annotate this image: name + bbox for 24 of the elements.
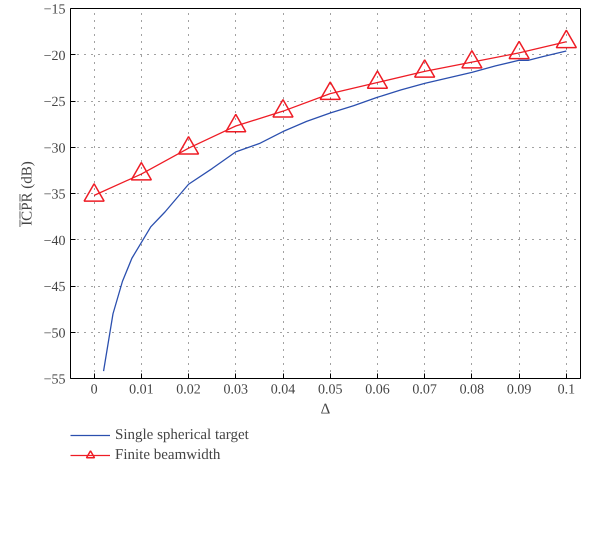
y-tick-label: −55	[44, 372, 66, 388]
x-tick-label: 0.06	[365, 382, 390, 398]
x-tick-label: 0.08	[460, 382, 484, 398]
y-tick-label: −25	[44, 95, 66, 110]
y-tick-label: −40	[44, 234, 66, 249]
x-tick-label: 0.05	[318, 382, 342, 398]
y-tick-label: −20	[44, 48, 66, 64]
x-axis-title: Δ	[320, 402, 331, 418]
y-tick-label: −50	[44, 326, 66, 342]
y-tick-label: −35	[44, 188, 66, 202]
x-tick-label: 0.1	[558, 382, 576, 398]
y-tick-label: −30	[44, 141, 66, 156]
x-tick-label: 0	[90, 382, 98, 398]
x-tick-label: 0.04	[270, 382, 296, 398]
x-tick-label: 0.03	[224, 382, 248, 398]
x-tick-label: 0.07	[412, 382, 437, 398]
y-tick-label: −15	[44, 2, 66, 18]
y-axis-title: I̅C̅P̅R̅ (dB)	[18, 161, 36, 228]
y-tick-label: −45	[44, 280, 66, 295]
legend-label: Single spherical target	[115, 426, 249, 444]
x-tick-label: 0.09	[506, 382, 532, 398]
x-tick-label: 0.02	[176, 382, 201, 398]
legend-label: Finite beamwidth	[115, 446, 220, 464]
x-tick-label: 0.01	[129, 382, 154, 398]
